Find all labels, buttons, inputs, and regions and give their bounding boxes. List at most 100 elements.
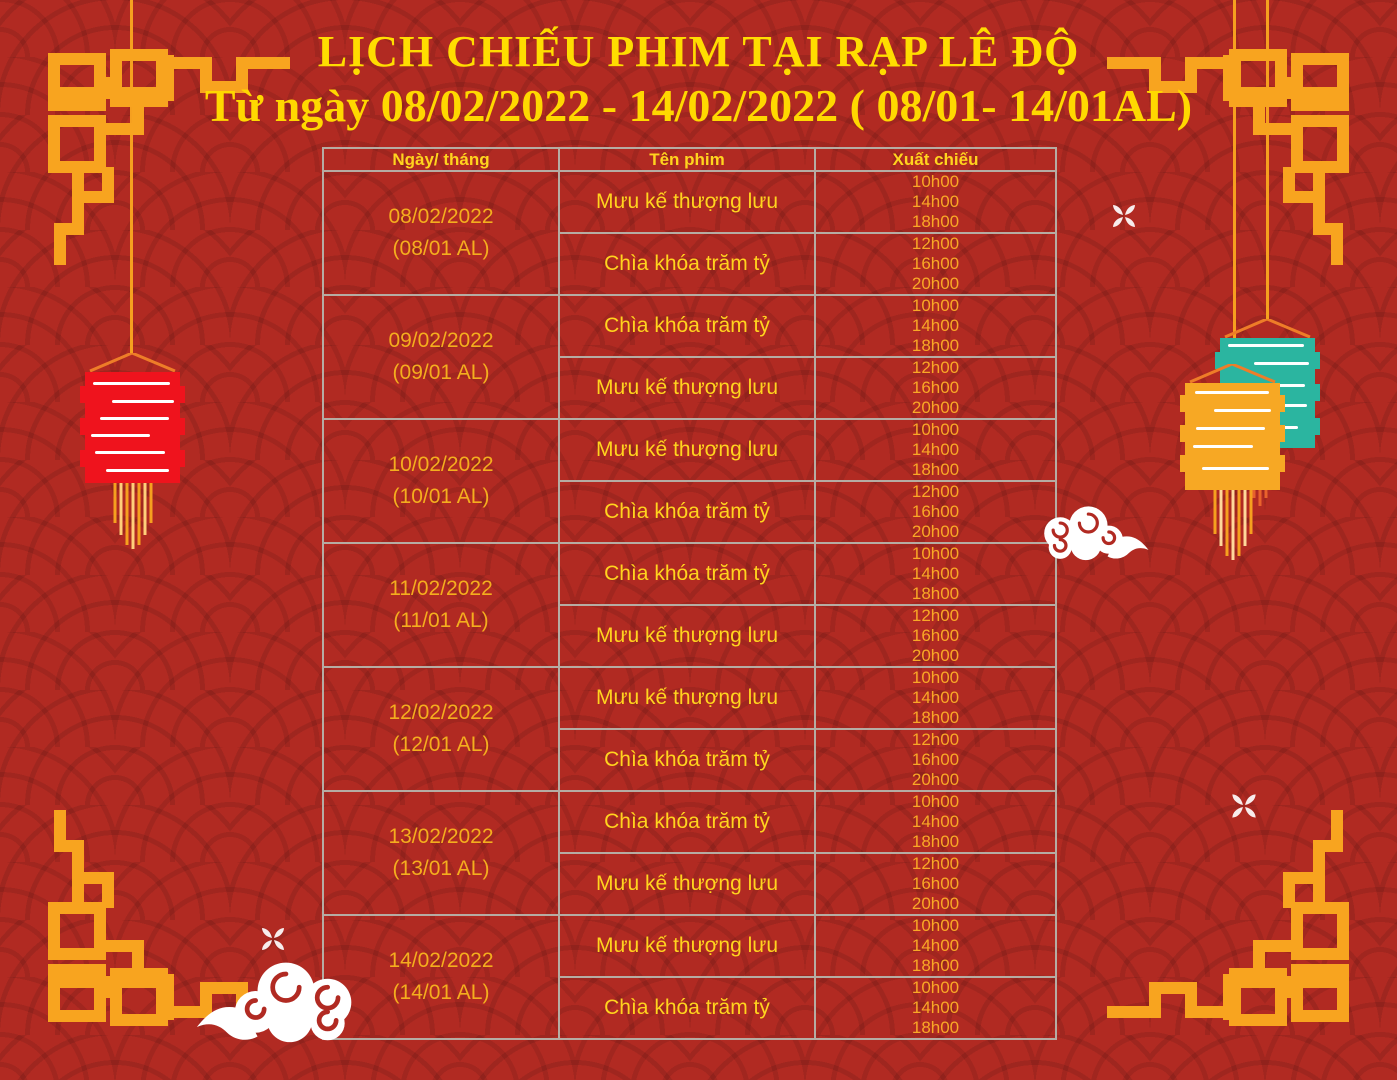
movie-name-cell: Chìa khóa trăm tỷ — [558, 542, 816, 606]
date-lunar: (14/01 AL) — [392, 981, 490, 1004]
showtime: 14h00 — [911, 192, 960, 211]
showtime: 12h00 — [911, 482, 960, 501]
showtime: 16h00 — [911, 502, 960, 521]
date-solar: 09/02/2022 — [388, 329, 494, 352]
showtime: 10h00 — [911, 792, 960, 811]
lantern-string-left — [130, 0, 133, 354]
movie-name-cell: Chìa khóa trăm tỷ — [558, 976, 816, 1040]
date-solar: 12/02/2022 — [388, 701, 494, 724]
schedule-row: 13/02/2022 (13/01 AL) Chìa khóa trăm tỷ 10h… — [322, 790, 1057, 916]
showtime: 14h00 — [911, 564, 960, 583]
lantern-hanger-icon — [89, 353, 176, 372]
date-cell: 12/02/2022 (12/01 AL) — [322, 666, 560, 792]
showtime: 16h00 — [911, 750, 960, 769]
date-cell: 13/02/2022 (13/01 AL) — [322, 790, 560, 916]
showtime: 14h00 — [911, 688, 960, 707]
showtime: 12h00 — [911, 234, 960, 253]
date-cell: 11/02/2022 (11/01 AL) — [322, 542, 560, 668]
showtime: 20h00 — [911, 398, 960, 417]
schedule-row: Chìa khóa trăm tỷ 12h00 16h00 20h00 — [323, 480, 1057, 544]
showtimes-cell: 12h00 16h00 20h00 — [814, 356, 1057, 420]
showtimes-cell: 10h00 14h00 18h00 — [814, 542, 1057, 606]
spiral-cloud-middle-right — [1044, 506, 1149, 561]
schedule-row: 11/02/2022 (11/01 AL) Chìa khóa trăm tỷ 10h… — [322, 542, 1057, 668]
movie-name-cell: Mưu kế thượng lưu — [558, 604, 816, 668]
movie-name-cell: Chìa khóa trăm tỷ — [558, 232, 816, 296]
lantern-string-right-back — [1266, 0, 1269, 320]
fretwork-corner-ornament-top-right — [1107, 49, 1349, 265]
showtime: 20h00 — [911, 274, 960, 293]
red-lantern — [80, 353, 185, 549]
date-solar: 11/02/2022 — [389, 577, 493, 600]
showtime: 16h00 — [911, 254, 960, 273]
date-lunar: (09/01 AL) — [392, 361, 490, 384]
showtime: 14h00 — [911, 812, 960, 831]
showtime: 12h00 — [911, 854, 960, 873]
date-lunar: (08/01 AL) — [392, 237, 490, 260]
showtimes-cell: 10h00 14h00 18h00 — [814, 976, 1057, 1040]
showtimes-cell: 10h00 14h00 18h00 — [814, 170, 1057, 234]
movie-name-cell: Chìa khóa trăm tỷ — [558, 790, 816, 854]
schedule-row: 08/02/2022 (08/01 AL) Mưu kế thượng lưu 10h… — [322, 170, 1057, 296]
movie-name-cell: Mưu kế thượng lưu — [558, 170, 816, 234]
showtime: 12h00 — [911, 358, 960, 377]
showtime: 14h00 — [911, 998, 960, 1017]
col-header-movie: Tên phim — [558, 147, 816, 172]
showtime: 14h00 — [911, 936, 960, 955]
date-solar: 08/02/2022 — [388, 205, 494, 228]
showtime: 10h00 — [911, 420, 960, 439]
spiral-cloud-bottom-left — [196, 962, 352, 1043]
showtime: 20h00 — [911, 646, 960, 665]
showtimes-cell: 12h00 16h00 20h00 — [814, 480, 1057, 544]
schedule-row: Mưu kế thượng lưu 12h00 16h00 20h00 — [323, 604, 1057, 668]
showtime: 16h00 — [911, 626, 960, 645]
lantern-tassels — [113, 483, 152, 549]
showtime: 10h00 — [911, 978, 960, 997]
showtime: 18h00 — [911, 584, 960, 603]
showtime: 16h00 — [911, 874, 960, 893]
showtimes-cell: 10h00 14h00 18h00 — [814, 418, 1057, 482]
showtimes-cell: 12h00 16h00 20h00 — [814, 232, 1057, 296]
schedule-row: Chìa khóa trăm tỷ 12h00 16h00 20h00 — [323, 232, 1057, 296]
schedule-row: Mưu kế thượng lưu 12h00 16h00 20h00 — [323, 852, 1057, 916]
showtime: 16h00 — [911, 378, 960, 397]
showtimes-cell: 10h00 14h00 18h00 — [814, 666, 1057, 730]
showtimes-cell: 12h00 16h00 20h00 — [814, 604, 1057, 668]
showtimes-cell: 10h00 14h00 18h00 — [814, 294, 1057, 358]
date-solar: 13/02/2022 — [388, 825, 494, 848]
showtime: 18h00 — [911, 832, 960, 851]
date-solar: 14/02/2022 — [388, 949, 494, 972]
movie-name-cell: Mưu kế thượng lưu — [558, 356, 816, 420]
schedule-row: 09/02/2022 (09/01 AL) Chìa khóa trăm tỷ 10h… — [322, 294, 1057, 420]
movie-name-cell: Mưu kế thượng lưu — [558, 666, 816, 730]
lantern-string-right-front — [1233, 0, 1236, 365]
schedule-row: 14/02/2022 (14/01 AL) Mưu kế thượng lưu 10h… — [322, 914, 1057, 1040]
showtime: 20h00 — [911, 894, 960, 913]
schedule-header-row: Ngày/ tháng Tên phim Xuất chiếu — [322, 147, 1057, 172]
movie-name-cell: Chìa khóa trăm tỷ — [558, 294, 816, 358]
fretwork-corner-ornament-bottom-right — [1107, 810, 1349, 1026]
showtime: 14h00 — [911, 316, 960, 335]
showtime: 18h00 — [911, 956, 960, 975]
showtime: 12h00 — [911, 730, 960, 749]
schedule-row: 10/02/2022 (10/01 AL) Mưu kế thượng lưu 10h… — [322, 418, 1057, 544]
date-cell: 14/02/2022 (14/01 AL) — [322, 914, 560, 1040]
showtime: 20h00 — [911, 522, 960, 541]
showtimes-cell: 10h00 14h00 18h00 — [814, 790, 1057, 854]
showtime: 10h00 — [911, 172, 960, 191]
schedule-row: 12/02/2022 (12/01 AL) Mưu kế thượng lưu 10h… — [322, 666, 1057, 792]
schedule-table-body: 08/02/2022 (08/01 AL) Mưu kế thượng lưu 10h… — [322, 170, 1057, 1040]
lantern-hanger-icon — [1189, 364, 1276, 383]
date-lunar: (13/01 AL) — [392, 857, 490, 880]
page-subtitle: Từ ngày 08/02/2022 - 14/02/2022 ( 08/01-… — [204, 80, 1193, 131]
date-solar: 10/02/2022 — [388, 453, 494, 476]
showtime: 14h00 — [911, 440, 960, 459]
schedule-row: Chìa khóa trăm tỷ 12h00 16h00 20h00 — [323, 728, 1057, 792]
page-title: LỊCH CHIẾU PHIM TẠI RẠP LÊ ĐỘ — [317, 27, 1080, 76]
movie-name-cell: Mưu kế thượng lưu — [558, 852, 816, 916]
four-petal-sparkle-icon — [261, 927, 285, 951]
date-lunar: (12/01 AL) — [392, 733, 490, 756]
showtimes-cell: 10h00 14h00 18h00 — [814, 914, 1057, 978]
showtime: 18h00 — [911, 708, 960, 727]
